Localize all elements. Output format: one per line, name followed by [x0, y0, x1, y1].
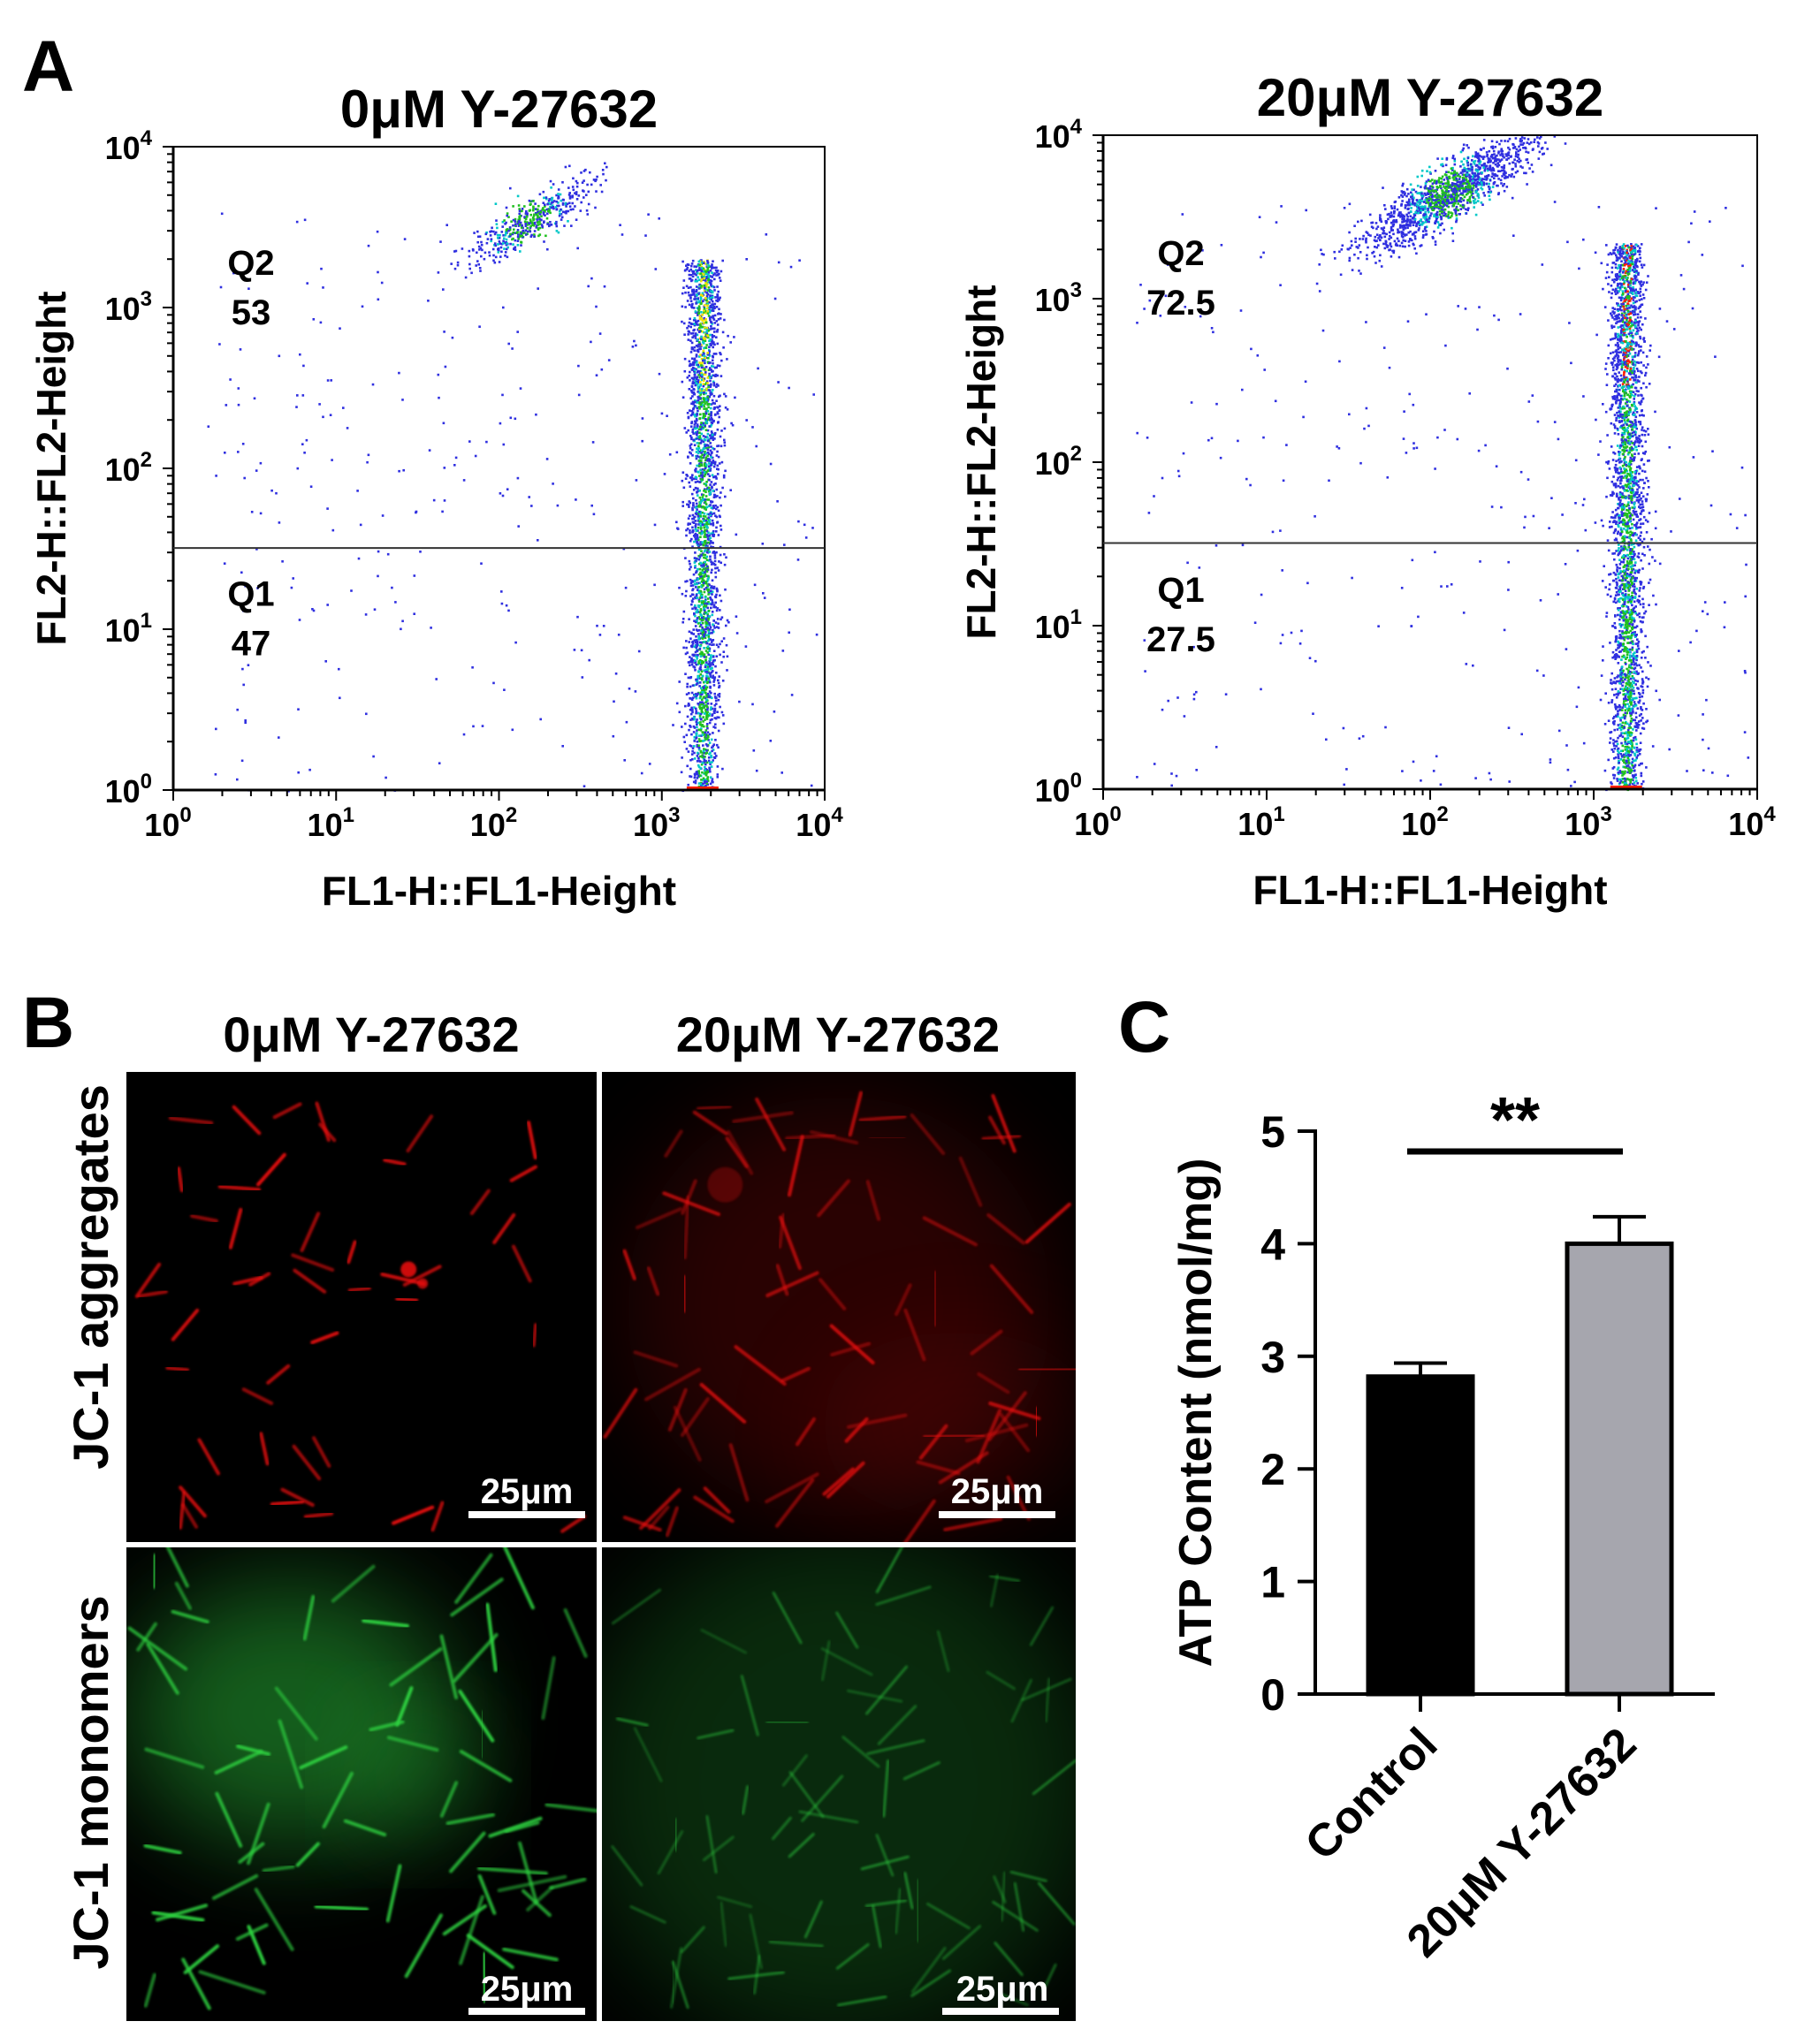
bar-y-axis-label: ATP Content (nmol/mg) — [1170, 1159, 1222, 1668]
flow-x-tick-label: 102 — [470, 803, 517, 843]
micrograph-aggregates-treated — [602, 1072, 1076, 1542]
bar-y-tick-label: 0 — [1260, 1670, 1285, 1720]
micrograph-grid — [124, 1069, 1078, 2024]
quadrant-name-q1: Q1 — [1157, 571, 1204, 610]
flow-x-tick-label: 101 — [1237, 802, 1284, 842]
flow-y-tick-label: 100 — [1035, 769, 1082, 809]
bar-y-tick-label: 1 — [1260, 1558, 1285, 1607]
micrograph-row-label-aggregates: JC-1 aggregates — [63, 1084, 118, 1470]
bar-category-label: Control — [1296, 1718, 1448, 1870]
flow-dots-1 — [1136, 135, 1750, 792]
flow-x-tick-label: 103 — [1565, 802, 1611, 842]
bar-y-tick-label: 5 — [1260, 1107, 1285, 1157]
scale-bar-monomers-untreated: 25μm — [468, 1970, 585, 2015]
flow-y-tick-label: 102 — [1035, 442, 1082, 482]
flow-x-tick-label: 101 — [308, 803, 354, 843]
panel-label-b: B — [22, 983, 74, 1063]
scale-bar-aggregates-untreated: 25μm — [468, 1472, 585, 1518]
bar-y-tick-label: 3 — [1260, 1333, 1285, 1382]
bar-1 — [1565, 1241, 1674, 1697]
quadrant-value-q2: 53 — [232, 293, 271, 332]
quadrant-name-q2: Q2 — [227, 244, 274, 283]
flow-plot-treated: 20μM Y-27632 100 101 102 103 104 100 101 102 103 1… — [958, 68, 1776, 913]
bar-y-tick-label: 4 — [1260, 1220, 1285, 1269]
flow-x-tick-label: 102 — [1401, 802, 1448, 842]
flow-y-tick-label: 103 — [1035, 278, 1082, 318]
flow-x-tick-label: 104 — [1728, 802, 1776, 842]
flow-y-tick-label: 104 — [105, 126, 153, 166]
quadrant-value-q1: 27.5 — [1146, 620, 1215, 659]
flow-y-tick-label: 103 — [105, 287, 152, 327]
scale-bar-monomers-treated: 25μm — [942, 1970, 1059, 2015]
micrograph-monomers-untreated — [126, 1547, 597, 2021]
flow-y-tick-label: 100 — [105, 770, 152, 809]
flow-y-tick-label: 102 — [105, 448, 152, 488]
flow-dots-0 — [207, 162, 819, 793]
flow-x-tick-label: 100 — [144, 803, 191, 843]
micrograph-row-label-monomers: JC-1 monomers — [63, 1595, 118, 1969]
flow-x-tick-label: 100 — [1074, 802, 1121, 842]
bar-0 — [1366, 1374, 1475, 1697]
significance-marker: ** — [1490, 1085, 1540, 1156]
panel-label-c: C — [1118, 987, 1170, 1068]
quadrant-name-q1: Q1 — [227, 574, 274, 613]
micrograph-col-header-untreated: 0μM Y-27632 — [223, 1007, 519, 1062]
panel-label-a: A — [22, 27, 74, 107]
quadrant-name-q2: Q2 — [1157, 234, 1204, 273]
flow-y-axis-label: FL2-H::FL2-Height — [28, 291, 74, 645]
scale-bar-aggregates-treated: 25μm — [939, 1472, 1055, 1518]
quadrant-value-q2: 72.5 — [1146, 284, 1215, 323]
flow-y-axis-label: FL2-H::FL2-Height — [958, 285, 1004, 639]
flow-x-tick-label: 104 — [796, 803, 843, 843]
flow-title-1: 20μM Y-27632 — [1257, 68, 1604, 127]
flow-y-tick-label: 101 — [105, 609, 152, 649]
flow-plot-untreated: 0μM Y-27632 100 101 102 103 104 100 101 102 103 10… — [28, 80, 843, 914]
flow-y-tick-label: 101 — [1035, 605, 1082, 645]
flow-y-tick-label: 104 — [1035, 115, 1083, 155]
micrograph-monomers-treated — [602, 1547, 1076, 2021]
quadrant-value-q1: 47 — [232, 624, 271, 663]
flow-x-axis-label: FL1-H::FL1-Height — [322, 868, 676, 914]
micrograph-aggregates-untreated — [126, 1072, 597, 1542]
micrograph-col-header-treated: 20μM Y-27632 — [676, 1007, 1000, 1062]
flow-x-tick-label: 103 — [633, 803, 680, 843]
bar-y-tick-label: 2 — [1260, 1445, 1285, 1494]
flow-x-axis-label: FL1-H::FL1-Height — [1253, 867, 1607, 913]
flow-title-0: 0μM Y-27632 — [340, 80, 658, 139]
